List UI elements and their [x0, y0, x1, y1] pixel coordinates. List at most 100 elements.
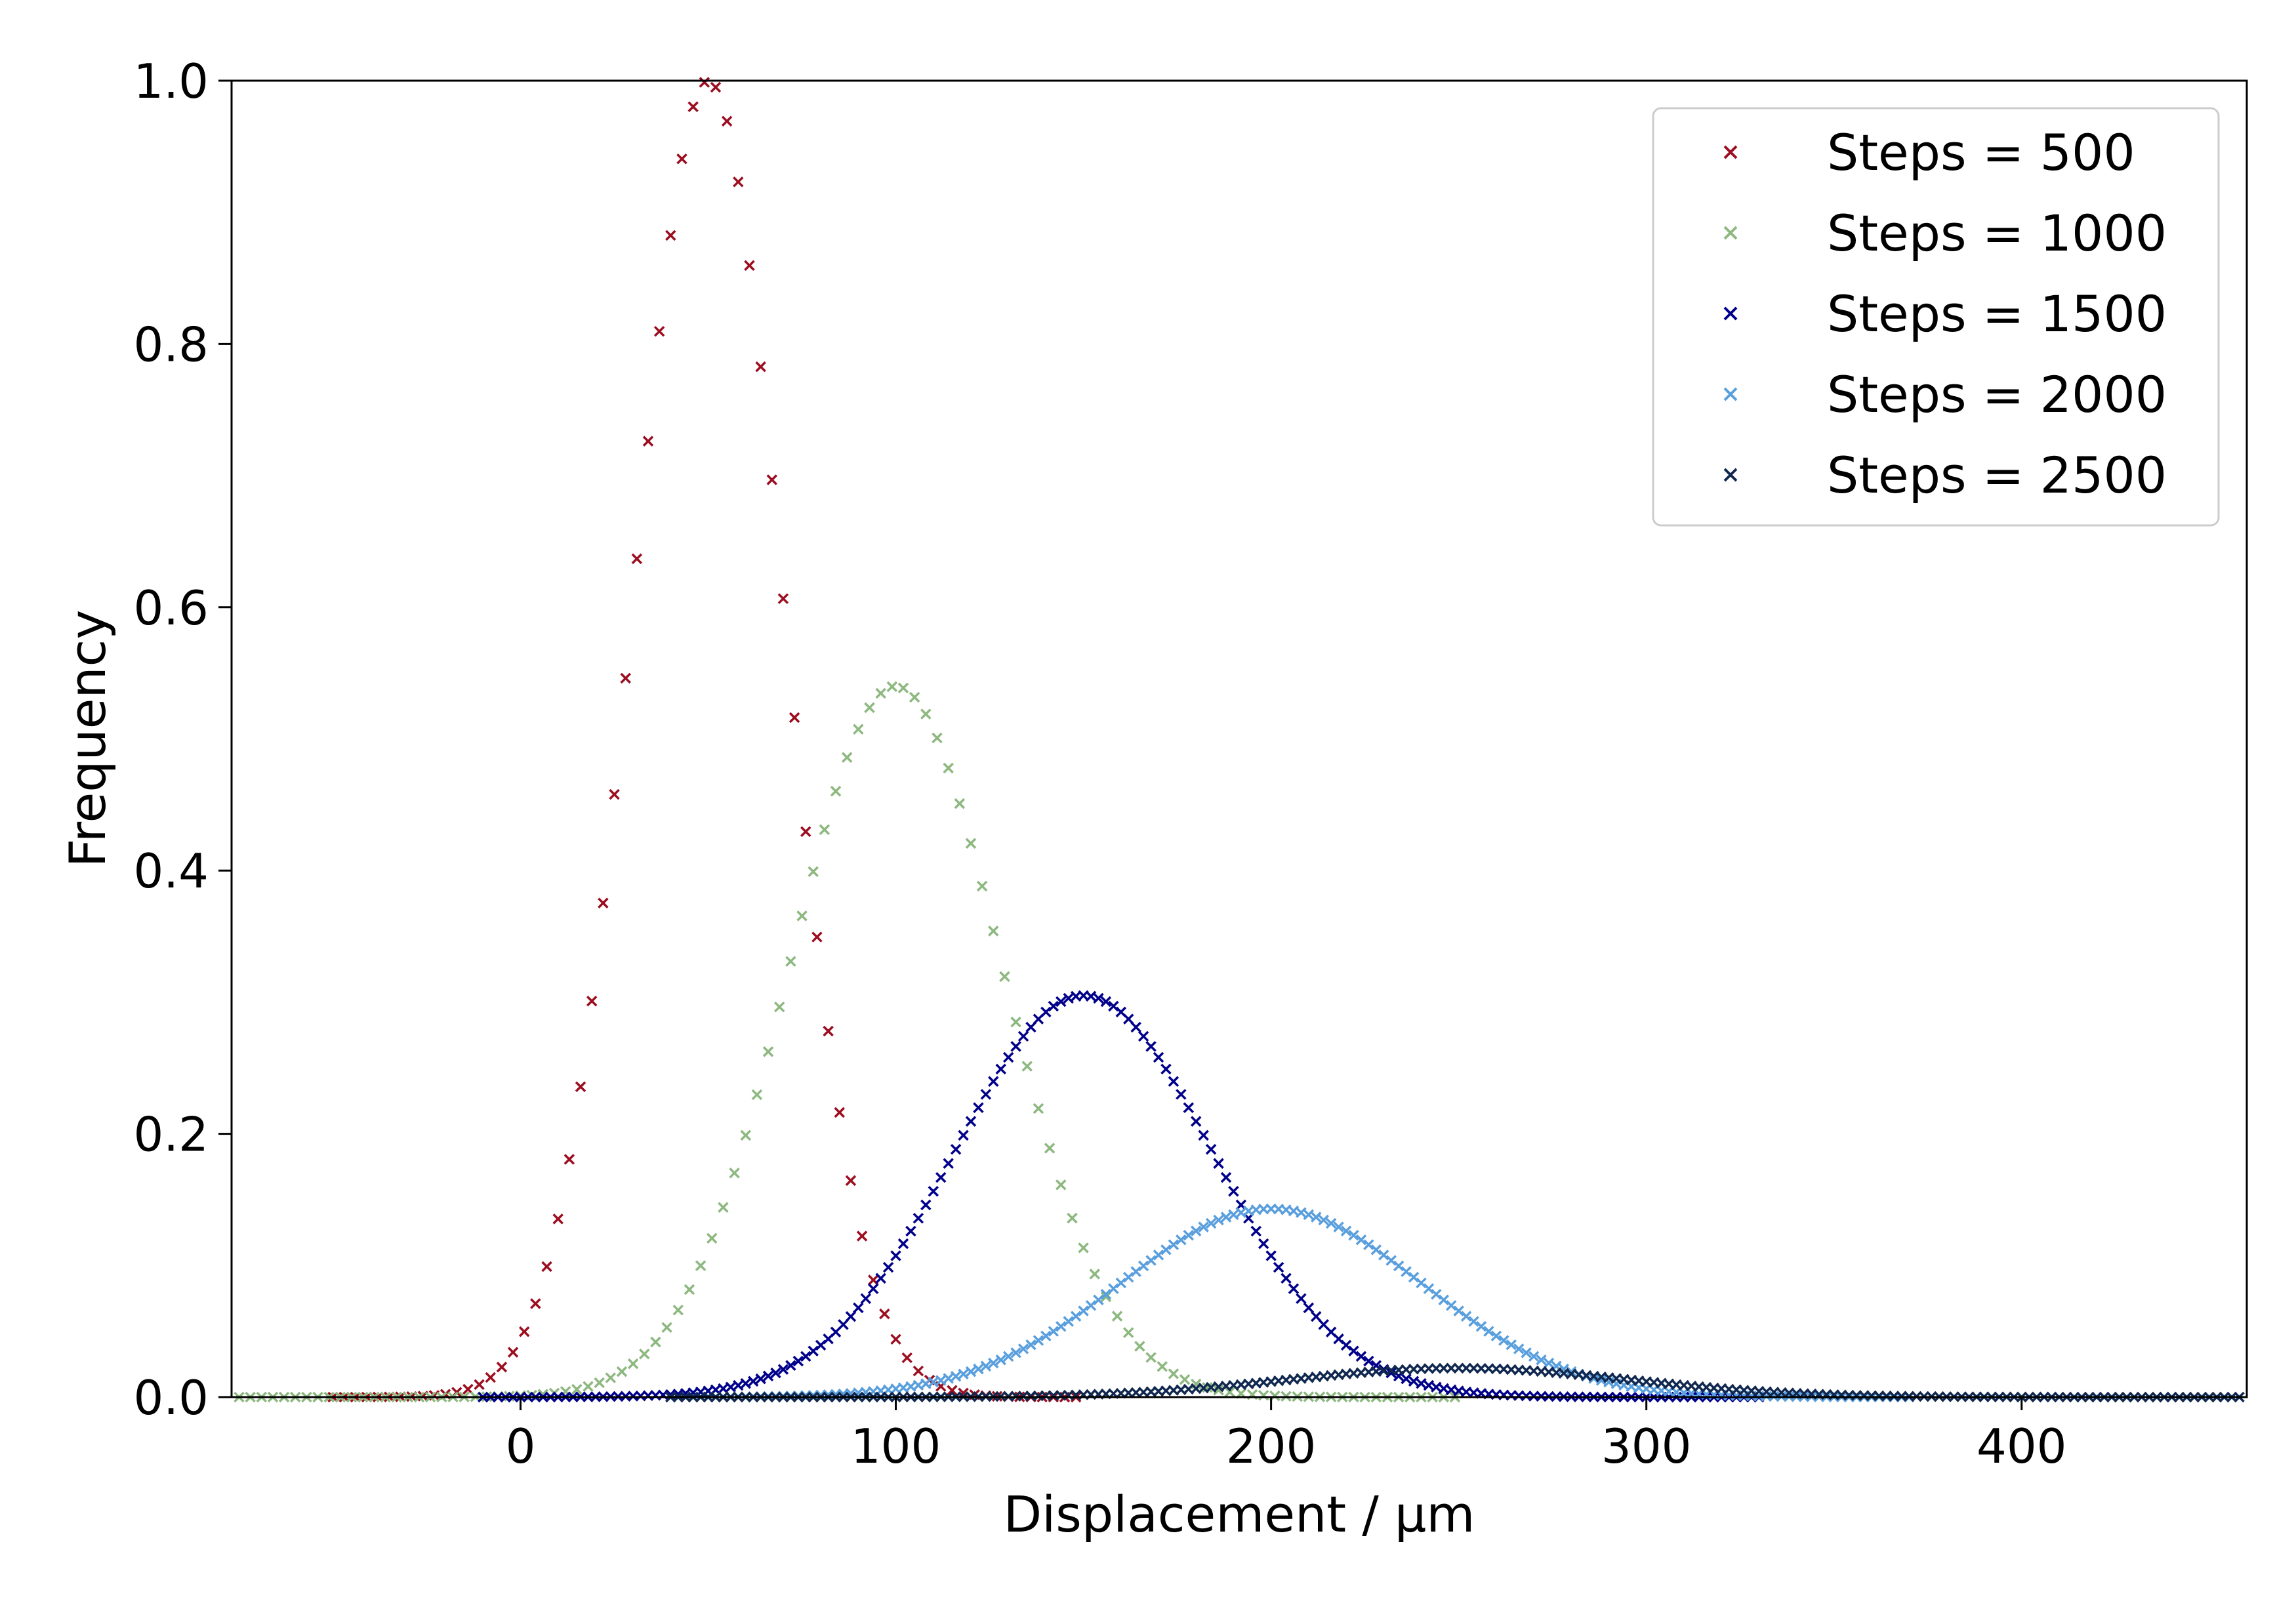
y-tick-label: 0.4 [133, 844, 209, 899]
data-point [1205, 1144, 1217, 1155]
data-point [980, 1360, 992, 1372]
data-point [620, 672, 631, 684]
data-point [1198, 1221, 1209, 1232]
data-point [1089, 1269, 1100, 1280]
y-axis-label: Frequency [58, 610, 117, 868]
data-point [729, 1168, 740, 1179]
data-point [882, 1261, 894, 1273]
data-point [755, 361, 766, 373]
data-point [1100, 1289, 1112, 1300]
data-point [867, 1283, 879, 1295]
data-point [1176, 1234, 1187, 1246]
data-point [1108, 1000, 1119, 1012]
data-point [853, 723, 864, 735]
data-point [1145, 1352, 1157, 1363]
data-point [950, 1144, 962, 1155]
data-point [594, 1377, 605, 1389]
data-point [853, 1302, 864, 1314]
data-point [1273, 1261, 1284, 1273]
legend-marker [1723, 306, 1738, 321]
data-point [785, 956, 796, 967]
data-point [1333, 1221, 1344, 1232]
data-point [777, 1364, 789, 1375]
data-point [1281, 1272, 1292, 1284]
x-tick-label: 300 [1601, 1419, 1691, 1474]
data-point [1044, 1143, 1056, 1154]
data-point [707, 1232, 718, 1244]
data-point [1010, 1016, 1021, 1028]
data-point [1416, 1377, 1427, 1389]
data-point [1401, 1373, 1412, 1385]
data-point [1160, 1244, 1172, 1255]
data-point [1010, 1347, 1021, 1358]
data-point [773, 1001, 785, 1013]
data-point [920, 708, 932, 720]
data-point [1438, 1294, 1450, 1306]
data-point [1078, 1242, 1089, 1253]
data-point [1228, 1209, 1239, 1221]
data-point [928, 1185, 939, 1197]
data-point [1033, 1103, 1044, 1114]
data-point [1025, 1021, 1036, 1033]
data-point [800, 826, 811, 838]
data-point [586, 996, 598, 1007]
data-point [1213, 1385, 1224, 1396]
y-tick-label: 0.6 [133, 580, 209, 636]
data-point [785, 1360, 796, 1372]
data-point [890, 1333, 901, 1345]
data-point [1213, 1214, 1224, 1226]
legend-marker [1723, 468, 1738, 482]
data-point [1303, 1209, 1315, 1221]
data-point [1258, 1238, 1269, 1250]
data-point [965, 1366, 977, 1377]
data-point [507, 1347, 519, 1358]
data-point [1168, 1239, 1179, 1250]
data-point [1348, 1230, 1359, 1241]
data-point [1085, 990, 1097, 1002]
data-point [1048, 1000, 1059, 1012]
data-point [1348, 1345, 1359, 1357]
data-point [1093, 992, 1104, 1004]
x-tick-label: 200 [1226, 1419, 1316, 1474]
data-point [1498, 1335, 1509, 1346]
data-point [766, 474, 778, 485]
data-point [1521, 1347, 1532, 1358]
data-point [1258, 1390, 1269, 1401]
data-point [1490, 1330, 1502, 1342]
data-point [1033, 1335, 1044, 1346]
data-point [583, 1381, 594, 1392]
data-point [1010, 1041, 1021, 1052]
data-point [1536, 1354, 1547, 1366]
data-point [995, 1063, 1006, 1075]
data-point [841, 752, 853, 763]
data-point [1213, 1158, 1224, 1169]
legend-frame [1652, 107, 2220, 527]
y-tick-label: 0.8 [133, 317, 209, 372]
data-point [1468, 1316, 1479, 1327]
data-point [1179, 1374, 1191, 1385]
data-point [928, 1376, 939, 1388]
data-point [1220, 1171, 1232, 1183]
y-tick-label: 0.0 [133, 1370, 209, 1425]
data-point [1543, 1357, 1555, 1369]
data-point [1393, 1260, 1404, 1272]
data-point [1318, 1214, 1329, 1226]
data-point [733, 176, 744, 188]
data-point [1145, 1255, 1157, 1266]
data-point [1115, 1277, 1127, 1289]
data-point [695, 1260, 707, 1271]
data-point [1168, 1368, 1179, 1379]
data-point [1157, 1361, 1168, 1372]
data-point [1378, 1250, 1389, 1261]
data-point [1017, 1343, 1029, 1354]
data-point [1056, 1179, 1067, 1190]
data-point [1100, 996, 1112, 1007]
data-point [1067, 1212, 1078, 1224]
data-point [721, 115, 733, 127]
data-point [609, 788, 620, 800]
data-point [1370, 1244, 1382, 1255]
data-point [733, 1379, 744, 1391]
data-point [879, 1308, 890, 1320]
data-point [1198, 1129, 1209, 1141]
data-point [1111, 1311, 1123, 1322]
